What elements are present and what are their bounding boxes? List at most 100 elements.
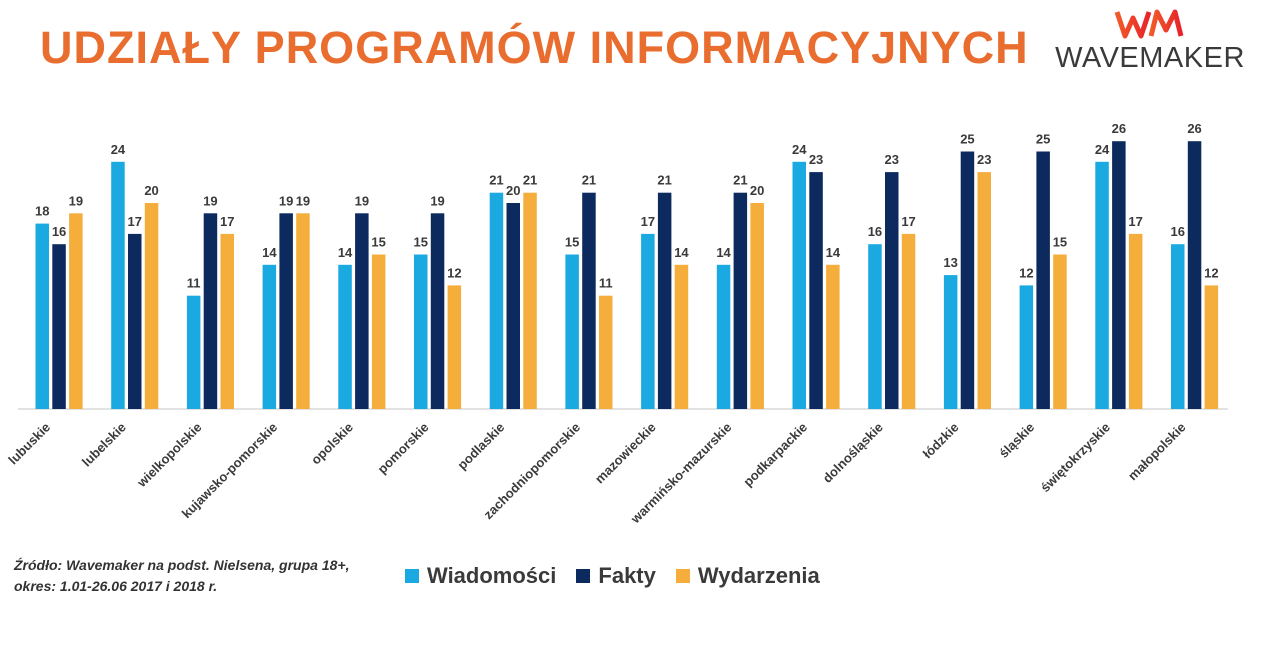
value-label-wiadomosci-opolskie: 14 xyxy=(338,245,353,260)
bar-fakty-dolnoslaskie xyxy=(885,172,899,409)
page-title: UDZIAŁY PROGRAMÓW INFORMACYJNYCH xyxy=(40,22,1029,73)
value-label-fakty-mazowieckie: 21 xyxy=(657,173,671,188)
bar-fakty-wielkopolskie xyxy=(203,213,218,409)
bar-fakty-podkarpackie xyxy=(809,172,823,409)
legend-label: Fakty xyxy=(598,563,656,588)
value-label-fakty-lubelskie: 17 xyxy=(128,214,142,229)
bar-fakty-mazowieckie xyxy=(657,192,672,409)
value-label-wydarzenia-slaskie: 15 xyxy=(1053,235,1067,250)
bar-wiadomosci-wielkopolskie xyxy=(186,295,201,409)
bar-wiadomosci-lodzkie xyxy=(943,275,958,409)
value-label-fakty-lubuskie: 16 xyxy=(52,224,66,239)
value-label-fakty-kujawsko-pomorskie: 19 xyxy=(279,193,293,208)
bar-wiadomosci-podkarpackie xyxy=(792,161,806,409)
value-label-fakty-warminsko-mazurskie: 21 xyxy=(733,173,747,188)
value-label-wiadomosci-kujawsko-pomorskie: 14 xyxy=(262,245,277,260)
bar-wydarzenia-kujawsko-pomorskie xyxy=(296,213,310,409)
value-label-wiadomosci-pomorskie: 15 xyxy=(414,235,428,250)
value-label-wiadomosci-lubuskie: 18 xyxy=(35,204,49,219)
bar-wydarzenia-malopolskie xyxy=(1204,285,1219,409)
value-label-fakty-swietokrzyskie: 26 xyxy=(1112,121,1126,136)
value-label-wiadomosci-zachodniopomorskie: 15 xyxy=(565,235,579,250)
bar-wydarzenia-mazowieckie xyxy=(674,264,689,409)
bar-wiadomosci-podlaskie xyxy=(489,192,504,409)
legend-label: Wydarzenia xyxy=(697,563,820,588)
category-label-slaskie: śląskie xyxy=(996,420,1037,461)
legend-item-fakty: Fakty xyxy=(576,563,656,589)
legend-swatch xyxy=(405,569,419,583)
bar-wiadomosci-slaskie xyxy=(1019,285,1034,409)
legend-swatch xyxy=(675,569,690,583)
value-label-wiadomosci-malopolskie: 16 xyxy=(1171,224,1185,239)
value-label-wiadomosci-lodzkie: 13 xyxy=(943,255,957,270)
value-label-fakty-pomorskie: 19 xyxy=(430,193,444,208)
bar-fakty-kujawsko-pomorskie xyxy=(279,213,293,409)
bar-wydarzenia-lodzkie xyxy=(977,172,991,409)
category-label-lubelskie: lubelskie xyxy=(79,420,129,470)
category-label-malopolskie: małopolskie xyxy=(1125,420,1189,484)
value-label-wydarzenia-lodzkie: 23 xyxy=(977,152,991,167)
value-label-fakty-opolskie: 19 xyxy=(355,193,369,208)
source-line-1: Źródło: Wavemaker na podst. Nielsena, gr… xyxy=(14,557,350,573)
value-label-fakty-podkarpackie: 23 xyxy=(809,152,823,167)
bar-fakty-podlaskie xyxy=(506,203,520,409)
source-line-2: okres: 1.01-26.06 2017 i 2018 r. xyxy=(14,578,218,594)
bar-fakty-warminsko-mazurskie xyxy=(733,192,748,409)
value-label-wydarzenia-podkarpackie: 14 xyxy=(826,245,841,260)
category-label-mazowieckie: mazowieckie xyxy=(592,420,659,487)
bar-wiadomosci-opolskie xyxy=(338,264,352,409)
value-label-wydarzenia-kujawsko-pomorskie: 19 xyxy=(296,193,310,208)
value-label-fakty-lodzkie: 25 xyxy=(960,132,974,147)
value-label-fakty-dolnoslaskie: 23 xyxy=(885,152,899,167)
value-label-wiadomosci-swietokrzyskie: 24 xyxy=(1095,142,1110,157)
value-label-wydarzenia-swietokrzyskie: 17 xyxy=(1128,214,1142,229)
wm-monogram-icon xyxy=(1114,9,1184,39)
bar-wydarzenia-slaskie xyxy=(1053,254,1067,409)
value-label-wiadomosci-wielkopolskie: 11 xyxy=(187,276,201,291)
bar-fakty-opolskie xyxy=(355,213,369,409)
category-label-lodzkie: łódzkie xyxy=(920,420,962,462)
source-note: Źródło: Wavemaker na podst. Nielsena, gr… xyxy=(14,555,394,597)
value-label-wydarzenia-lubuskie: 19 xyxy=(69,193,83,208)
category-label-pomorskie: pomorskie xyxy=(375,420,432,477)
category-labels-group: lubuskie lubelskie wielkopolskiekujawsko-p… xyxy=(5,420,1188,527)
bar-wiadomosci-swietokrzyskie xyxy=(1095,161,1109,409)
category-label-podkarpackie: podkarpackie xyxy=(740,420,810,490)
value-label-wydarzenia-warminsko-mazurskie: 20 xyxy=(750,183,764,198)
value-label-wydarzenia-malopolskie: 12 xyxy=(1204,265,1218,280)
category-label-wielkopolskie: wielkopolskie xyxy=(133,420,204,491)
value-label-fakty-zachodniopomorskie: 21 xyxy=(582,173,596,188)
value-label-wiadomosci-slaskie: 12 xyxy=(1019,265,1033,280)
value-label-wydarzenia-wielkopolskie: 17 xyxy=(220,214,234,229)
value-label-wydarzenia-zachodniopomorskie: 11 xyxy=(599,276,613,291)
bar-fakty-slaskie xyxy=(1036,151,1050,409)
bar-wiadomosci-kujawsko-pomorskie xyxy=(262,264,277,409)
bar-wiadomosci-warminsko-mazurskie xyxy=(716,264,731,409)
bar-fakty-lodzkie xyxy=(960,151,975,409)
value-label-wiadomosci-lubelskie: 24 xyxy=(111,142,126,157)
category-label-opolskie: opolskie xyxy=(308,420,356,468)
logo-text: WAVEMAKER xyxy=(1055,42,1245,74)
category-label-lubuskie: lubuskie xyxy=(5,420,53,468)
bar-wiadomosci-lubelskie xyxy=(111,161,125,409)
value-label-wydarzenia-dolnoslaskie: 17 xyxy=(901,214,915,229)
value-label-wiadomosci-podlaskie: 21 xyxy=(489,173,503,188)
bar-wiadomosci-mazowieckie xyxy=(641,233,655,409)
value-label-fakty-wielkopolskie: 19 xyxy=(203,193,217,208)
bars-group xyxy=(35,141,1219,409)
bar-wydarzenia-podkarpackie xyxy=(826,264,840,409)
category-label-dolnoslaskie: dolnośląskie xyxy=(820,420,886,486)
category-label-podlaskie: podlaskie xyxy=(454,420,507,473)
value-label-wiadomosci-warminsko-mazurskie: 14 xyxy=(716,245,731,260)
bar-wydarzenia-lubuskie xyxy=(69,213,83,409)
wavemaker-logo: WAVEMAKER xyxy=(1055,6,1245,76)
legend: Wiadomości Fakty Wydarzenia xyxy=(405,563,820,589)
bar-wydarzenia-lubelskie xyxy=(144,203,159,409)
bar-fakty-swietokrzyskie xyxy=(1112,141,1126,409)
value-label-fakty-malopolskie: 26 xyxy=(1187,121,1201,136)
value-label-fakty-slaskie: 25 xyxy=(1036,132,1050,147)
bar-wiadomosci-zachodniopomorskie xyxy=(565,254,579,409)
value-label-fakty-podlaskie: 20 xyxy=(506,183,520,198)
